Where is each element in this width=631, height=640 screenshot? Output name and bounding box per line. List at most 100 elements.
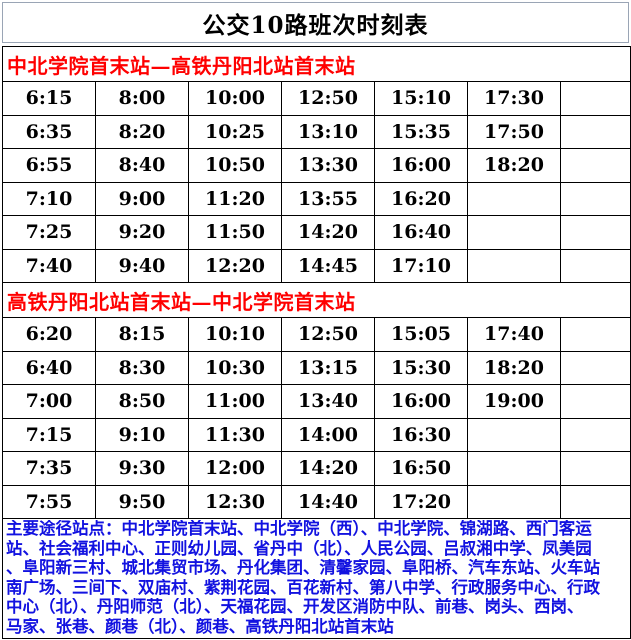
time-row: 7:15 9:10 11:30 14:00 16:30	[2, 417, 631, 452]
time-cell: 11:50	[188, 215, 282, 250]
time-cell: 11:30	[188, 417, 282, 452]
time-cell: 17:30	[467, 81, 561, 116]
section-header-label: 高铁丹阳北站首末站—中北学院首末站	[2, 282, 631, 318]
time-cell: 11:20	[188, 181, 282, 216]
time-cell: 7:00	[2, 384, 96, 419]
time-cell: 16:00	[374, 384, 468, 419]
time-cell: 6:20	[2, 317, 96, 352]
time-cell: 7:35	[2, 451, 96, 486]
time-cell: 15:10	[374, 81, 468, 116]
time-cell: 9:20	[95, 215, 189, 250]
time-cell: 11:00	[188, 384, 282, 419]
time-cell: 12:00	[188, 451, 282, 486]
footer-row: 主要途径站点：中北学院首末站、中北学院（西）、中北学院、锦湖路、西门客运 站、社会…	[2, 518, 631, 639]
time-cell: 8:30	[95, 350, 189, 385]
time-cell: 9:10	[95, 417, 189, 452]
time-cell: 16:40	[374, 215, 468, 250]
time-cell: 15:05	[374, 317, 468, 352]
empty-cell	[467, 417, 561, 452]
time-cell: 7:55	[2, 484, 96, 519]
empty-cell	[467, 215, 561, 250]
time-cell: 14:00	[281, 417, 375, 452]
page-title: 公交10路班次时刻表	[2, 2, 629, 43]
empty-cell	[560, 484, 631, 519]
time-cell: 10:50	[188, 148, 282, 183]
section-header-row: 中北学院首末站—高铁丹阳北站首末站	[2, 46, 631, 82]
time-cell: 10:00	[188, 81, 282, 116]
time-row: 6:40 8:30 10:30 13:15 15:30 18:20	[2, 350, 631, 385]
route-stops-line: 、阜阳新三村、城北集贸市场、丹化集团、清馨家园、阜阳桥、汽车东站、火车站	[6, 559, 600, 578]
timetable-body: 中北学院首末站—高铁丹阳北站首末站 6:15 8:00 10:00 12:50 15:10…	[2, 46, 631, 639]
time-cell: 13:40	[281, 384, 375, 419]
time-cell: 12:50	[281, 81, 375, 116]
time-row: 7:35 9:30 12:00 14:20 16:50	[2, 451, 631, 486]
empty-cell	[560, 384, 631, 419]
time-cell: 14:20	[281, 215, 375, 250]
time-cell: 7:15	[2, 417, 96, 452]
time-cell: 16:50	[374, 451, 468, 486]
time-row: 7:40 9:40 12:20 14:45 17:10	[2, 248, 631, 283]
empty-cell	[560, 451, 631, 486]
time-cell: 8:50	[95, 384, 189, 419]
empty-cell	[560, 114, 631, 149]
route-stops-line: 站、社会福利中心、正则幼儿园、省丹中（北）、人民公园、吕叔湘中学、凤美园	[6, 539, 592, 558]
time-cell: 14:45	[281, 248, 375, 283]
time-cell: 17:20	[374, 484, 468, 519]
time-cell: 6:40	[2, 350, 96, 385]
time-cell: 13:10	[281, 114, 375, 149]
time-row: 6:15 8:00 10:00 12:50 15:10 17:30	[2, 81, 631, 116]
time-cell: 16:30	[374, 417, 468, 452]
time-cell: 13:30	[281, 148, 375, 183]
route-stops-paragraph: 主要途径站点：中北学院首末站、中北学院（西）、中北学院、锦湖路、西门客运 站、社会…	[2, 518, 631, 639]
time-cell: 16:00	[374, 148, 468, 183]
time-cell: 17:50	[467, 114, 561, 149]
empty-cell	[560, 181, 631, 216]
time-cell: 7:10	[2, 181, 96, 216]
section-header-row: 高铁丹阳北站首末站—中北学院首末站	[2, 282, 631, 318]
route-stops-line: 中心（北）、丹阳师范（北）、天福花园、开发区消防中队、前巷、岗头、西岗、	[6, 598, 584, 617]
time-cell: 10:25	[188, 114, 282, 149]
time-cell: 18:20	[467, 148, 561, 183]
time-cell: 8:40	[95, 148, 189, 183]
time-cell: 7:40	[2, 248, 96, 283]
time-cell: 6:55	[2, 148, 96, 183]
time-cell: 8:00	[95, 81, 189, 116]
empty-cell	[560, 350, 631, 385]
time-cell: 9:00	[95, 181, 189, 216]
time-cell: 10:10	[188, 317, 282, 352]
time-cell: 12:50	[281, 317, 375, 352]
empty-cell	[467, 181, 561, 216]
empty-cell	[560, 81, 631, 116]
empty-cell	[560, 417, 631, 452]
empty-cell	[560, 148, 631, 183]
time-cell: 17:40	[467, 317, 561, 352]
empty-cell	[560, 215, 631, 250]
time-cell: 15:30	[374, 350, 468, 385]
empty-cell	[467, 484, 561, 519]
time-row: 7:55 9:50 12:30 14:40 17:20	[2, 484, 631, 519]
time-cell: 9:40	[95, 248, 189, 283]
time-cell: 10:30	[188, 350, 282, 385]
time-cell: 6:15	[2, 81, 96, 116]
time-cell: 6:35	[2, 114, 96, 149]
time-cell: 17:10	[374, 248, 468, 283]
time-cell: 14:20	[281, 451, 375, 486]
time-cell: 19:00	[467, 384, 561, 419]
time-cell: 18:20	[467, 350, 561, 385]
empty-cell	[560, 248, 631, 283]
timetable: 中北学院首末站—高铁丹阳北站首末站 6:15 8:00 10:00 12:50 15:10…	[2, 46, 631, 639]
time-cell: 8:15	[95, 317, 189, 352]
time-cell: 9:30	[95, 451, 189, 486]
time-cell: 15:35	[374, 114, 468, 149]
time-cell: 13:55	[281, 181, 375, 216]
time-row: 6:20 8:15 10:10 12:50 15:05 17:40	[2, 317, 631, 352]
time-cell: 16:20	[374, 181, 468, 216]
time-cell: 8:20	[95, 114, 189, 149]
time-row: 6:55 8:40 10:50 13:30 16:00 18:20	[2, 148, 631, 183]
time-row: 7:25 9:20 11:50 14:20 16:40	[2, 215, 631, 250]
route-stops-line: 南广场、三间下、双庙村、紫荆花园、百花新村、第八中学、行政服务中心、行政	[6, 578, 600, 597]
route-stops-line: 马家、张巷、颜巷（北）、颜巷、高铁丹阳北站首末站	[6, 617, 394, 636]
empty-cell	[560, 317, 631, 352]
time-row: 7:00 8:50 11:00 13:40 16:00 19:00	[2, 384, 631, 419]
